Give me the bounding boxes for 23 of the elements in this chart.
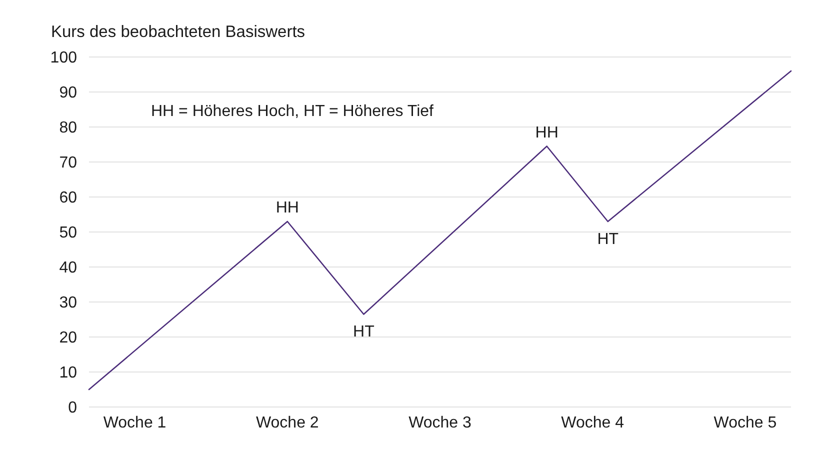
x-tick-label: Woche 4 <box>561 414 624 432</box>
y-axis-title: Kurs des beobachteten Basiswerts <box>51 22 306 42</box>
x-tick-label: Woche 5 <box>714 414 777 432</box>
y-tick-label: 100 <box>50 50 78 67</box>
annotation: HH <box>276 200 299 216</box>
x-tick-label: Woche 1 <box>103 414 166 432</box>
y-tick-label: 20 <box>59 330 78 347</box>
y-tick-label: 90 <box>59 84 78 102</box>
y-tick-label: 0 <box>68 400 78 417</box>
y-tick-label: 60 <box>59 190 78 207</box>
annotation: HH <box>535 124 558 142</box>
y-tick-label: 40 <box>59 260 78 277</box>
annotation: HH = Höheres Hoch, HT = Höheres Tief <box>151 102 434 122</box>
x-tick-label: Woche 2 <box>256 414 319 432</box>
y-tick-label: 50 <box>59 224 78 242</box>
annotation: HT <box>353 324 375 341</box>
annotation: HT <box>597 230 619 248</box>
line-series <box>88 70 792 390</box>
y-tick-label: 30 <box>59 294 78 312</box>
y-tick-label: 70 <box>59 154 78 172</box>
y-tick-label: 80 <box>59 120 78 137</box>
x-tick-label: Woche 3 <box>408 414 472 432</box>
y-tick-label: 10 <box>59 364 78 382</box>
